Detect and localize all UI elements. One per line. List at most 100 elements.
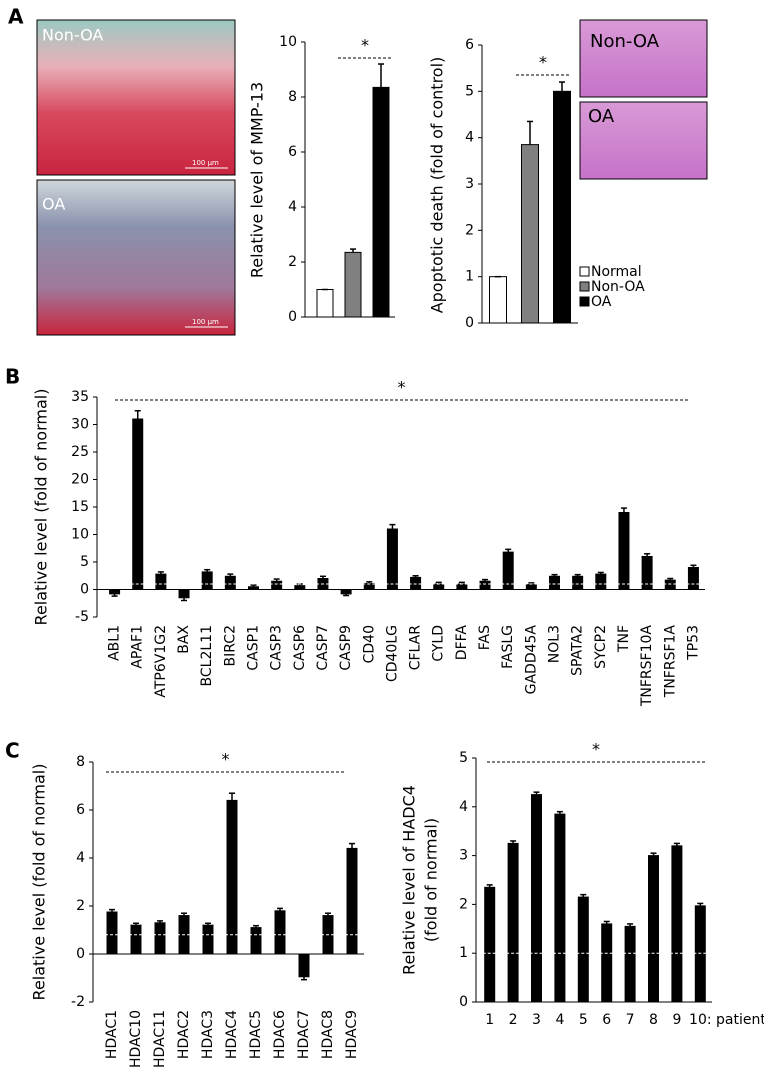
y-axis-label: Apoptotic death (fold of control) <box>428 57 447 314</box>
bar <box>489 276 507 324</box>
legend-label: Non-OA <box>591 279 645 295</box>
histology-image <box>36 179 236 336</box>
x-tick-label: CASP3 <box>269 625 285 671</box>
y-tick-label: 5 <box>459 750 468 766</box>
x-tick-label: 4 <box>555 1012 564 1028</box>
x-tick-label: SYCP2 <box>593 625 609 669</box>
bar <box>549 575 560 590</box>
y-tick-label: 30 <box>71 417 89 433</box>
y-axis-label: Relative level of MMP-13 <box>248 82 267 278</box>
x-tick-label: BAX <box>176 625 192 654</box>
y-tick-label: 0 <box>459 994 468 1010</box>
x-tick-label: CASP6 <box>292 625 308 671</box>
y-tick-label: 5 <box>80 554 89 570</box>
x-tick-label: CD40LG <box>384 625 400 682</box>
bar <box>664 579 676 591</box>
bar <box>274 910 286 955</box>
bar <box>433 583 445 590</box>
x-tick-label: 6 <box>602 1012 611 1028</box>
x-tick-label: GADD45A <box>523 625 539 695</box>
bar <box>250 927 262 955</box>
y-tick-label: 2 <box>288 254 297 270</box>
y-tick-label: 4 <box>76 850 85 866</box>
bar <box>694 905 706 1003</box>
y-tick-label: 0 <box>80 582 89 598</box>
x-tick-label: HDAC1 <box>104 1010 120 1059</box>
legend-swatch <box>579 266 590 277</box>
bar <box>132 418 144 590</box>
bar <box>224 575 236 590</box>
y-tick-label: 3 <box>459 848 468 864</box>
x-tick-label: BIRC2 <box>222 625 238 666</box>
bar <box>178 589 190 599</box>
y-tick-label: 10 <box>71 527 89 543</box>
legend-label: Normal <box>591 264 642 280</box>
y-tick-label: 6 <box>76 802 85 818</box>
image-label: Non-OA <box>590 31 660 52</box>
y-tick-label: -5 <box>75 609 89 625</box>
y-tick-label: 10 <box>279 34 297 50</box>
x-tick-label: APAF1 <box>130 625 146 669</box>
x-tick-label: 5 <box>579 1012 588 1028</box>
legend-swatch <box>579 296 590 307</box>
y-axis-label: Relative level (fold of normal) <box>32 389 51 626</box>
bar <box>294 585 306 591</box>
bar <box>484 886 496 1003</box>
y-tick-label: 2 <box>76 898 85 914</box>
annotation: * <box>361 36 369 55</box>
x-tick-label: HDAC2 <box>176 1010 192 1059</box>
histology-image <box>579 101 708 180</box>
bar <box>202 924 214 955</box>
bar <box>130 924 142 955</box>
panel-label: B <box>5 365 20 389</box>
x-tick-label: HDAC5 <box>248 1010 264 1059</box>
y-tick-label: 8 <box>76 754 85 770</box>
bar <box>298 953 310 978</box>
bar <box>671 845 683 1003</box>
bar <box>154 922 166 955</box>
x-tick-label: HDAC6 <box>272 1010 288 1059</box>
y-tick-label: 8 <box>288 89 297 105</box>
annotation: * <box>592 740 600 759</box>
x-tick-label: HDAC9 <box>344 1010 360 1059</box>
y-tick-label: 4 <box>465 130 474 146</box>
bar <box>479 580 491 590</box>
x-tick-label: CFLAR <box>408 625 424 671</box>
bar <box>507 842 519 1003</box>
histology-image <box>36 19 236 176</box>
x-tick-label: 8 <box>649 1012 658 1028</box>
x-tick-label: HDAC10 <box>128 1010 144 1068</box>
bar <box>226 799 238 955</box>
x-tick-label: 3 <box>532 1012 541 1028</box>
y-tick-label: 2 <box>465 222 474 238</box>
y-tick-label: 2 <box>459 896 468 912</box>
bar <box>577 896 589 1003</box>
bar <box>624 925 636 1003</box>
x-tick-label: HDAC3 <box>200 1010 216 1059</box>
y-tick-label: 4 <box>288 199 297 215</box>
bar <box>687 567 699 590</box>
bar <box>553 90 571 324</box>
bar <box>601 923 613 1003</box>
x-tick-label: FASLG <box>500 625 516 669</box>
x-tick-label: HDAC11 <box>152 1010 168 1068</box>
y-tick-label: 4 <box>459 799 468 815</box>
image-label: Non-OA <box>42 26 103 45</box>
legend-swatch <box>579 281 590 292</box>
x-tick-label: HDAC7 <box>296 1010 312 1059</box>
x-tick-label: TP53 <box>685 625 701 661</box>
y-axis-label: Relative level of HADC4 <box>400 785 419 975</box>
y-axis-label: Relative level (fold of normal) <box>30 764 49 1001</box>
y-tick-label: 6 <box>288 144 297 160</box>
bar <box>554 813 566 1003</box>
x-tick-label: 2 <box>509 1012 518 1028</box>
y-tick-label: 0 <box>465 315 474 331</box>
panel-label: C <box>5 739 20 763</box>
bar <box>618 512 630 590</box>
x-tick-label: ABL1 <box>107 625 123 661</box>
annotation: * <box>222 750 230 769</box>
x-tick-label: HDAC4 <box>224 1010 240 1059</box>
bar <box>531 794 542 1003</box>
bar <box>346 847 358 955</box>
